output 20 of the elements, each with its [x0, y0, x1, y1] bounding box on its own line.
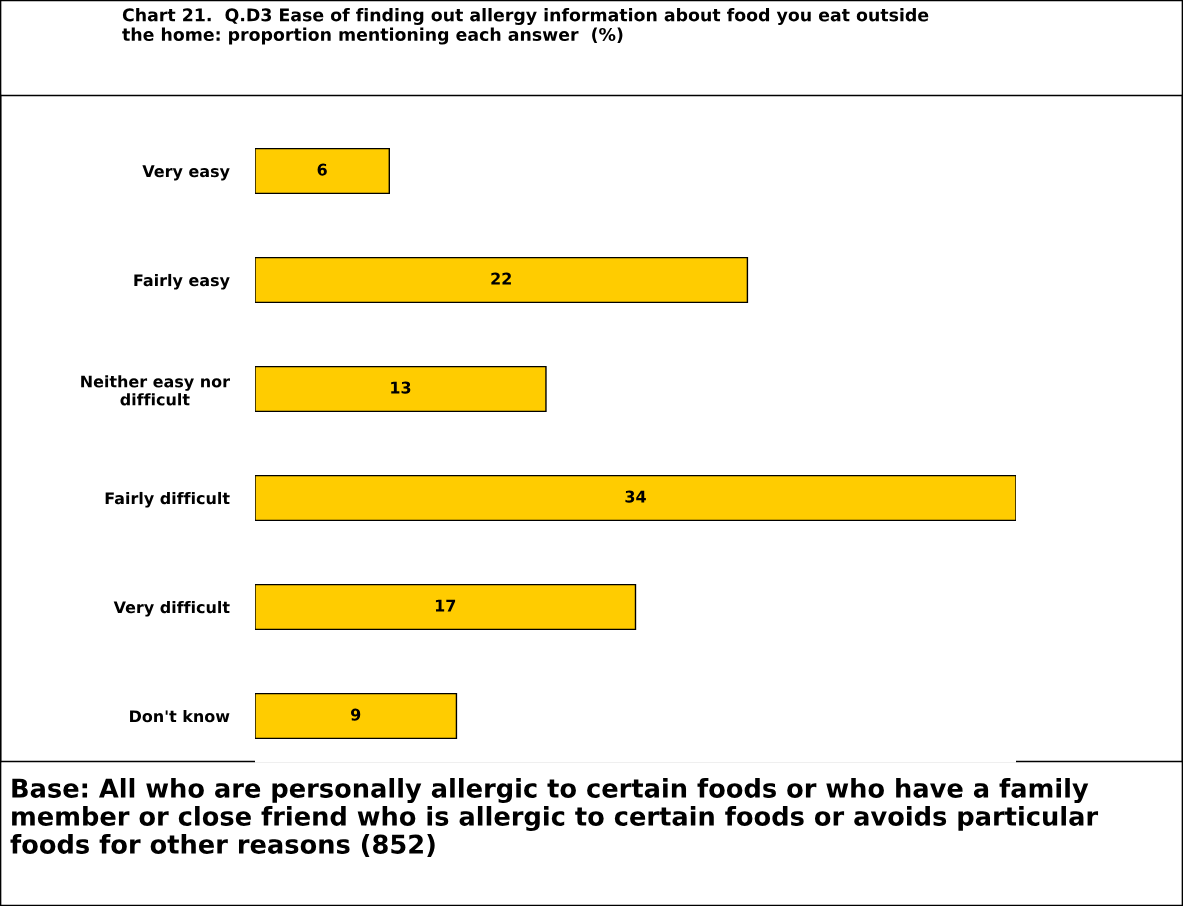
data-label: 22 — [491, 272, 511, 285]
text: Base: All who are personally allergic to certain foods or who have a family member or close friend who is allergic to certain foods or avoids particular foods for other reasons (852) — [10, 778, 1099, 857]
data-label: 13 — [391, 381, 411, 394]
data-label: 6 — [317, 163, 327, 176]
y-tick-label: Very difficult — [113, 600, 230, 617]
bar — [255, 583, 637, 631]
y-tick-label: Don't know — [130, 709, 230, 723]
bar — [255, 474, 1016, 522]
chart-title: Chart 21. Q.D3 Ease of finding out allergy information about food you eat outside the home: proportion mentioning each answer (%) — [122, 8, 929, 45]
bar — [255, 147, 390, 195]
y-tick-label: Neither easy nor difficult — [81, 375, 230, 406]
y-tick-label: Fairly easy — [134, 273, 230, 290]
data-label: 34 — [625, 490, 646, 503]
y-tick-label: Fairly difficult — [105, 491, 230, 508]
data-label: 9 — [350, 708, 361, 721]
y-tick-label: Very easy — [142, 165, 230, 181]
data-label: 17 — [435, 599, 456, 612]
bar — [255, 256, 749, 304]
bar — [255, 692, 458, 740]
bar — [255, 365, 547, 413]
